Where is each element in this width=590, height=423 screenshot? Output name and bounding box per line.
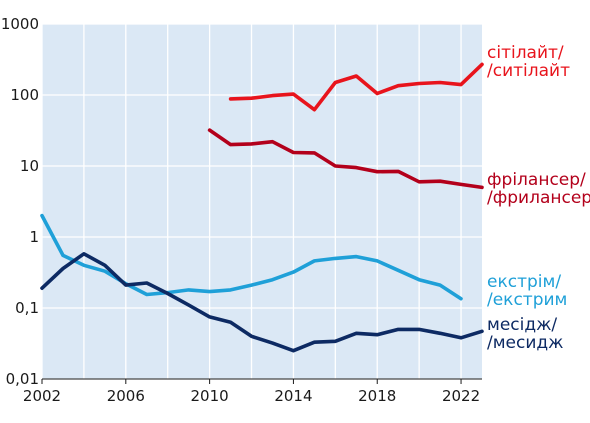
x-tick-label: 2006 bbox=[107, 387, 145, 405]
y-axis: 1000 100 10 1 0,1 0,01 bbox=[1, 15, 39, 388]
legend-label-message: /месидж bbox=[487, 333, 563, 353]
series-line-extreme bbox=[40, 213, 463, 301]
y-tick-label: 1 bbox=[29, 228, 39, 246]
series-line-citylight bbox=[228, 62, 484, 112]
legend-label-message: месідж/ bbox=[487, 315, 557, 335]
x-tick-label: 2002 bbox=[23, 387, 61, 405]
series-lines bbox=[40, 62, 484, 353]
legend: сітілайт//ситілайт фрілансер//фрилансер ек… bbox=[487, 43, 590, 353]
x-axis: 2002 2006 2010 2014 2018 2022 bbox=[23, 378, 482, 405]
legend-label-citylight: /ситілайт bbox=[487, 61, 570, 81]
series-line-message bbox=[40, 252, 484, 353]
x-tick-label: 2018 bbox=[358, 387, 396, 405]
plot-area bbox=[42, 24, 482, 379]
legend-label-extreme: /екстрим bbox=[487, 290, 567, 310]
y-tick-label: 0,1 bbox=[15, 299, 39, 317]
legend-label-freelancer: фрілансер/ bbox=[487, 170, 586, 190]
series-line-freelancer bbox=[207, 128, 484, 190]
legend-label-freelancer: /фрилансер bbox=[487, 188, 590, 208]
x-tick-label: 2010 bbox=[191, 387, 229, 405]
legend-label-extreme: екстрім/ bbox=[487, 272, 561, 292]
x-tick-label: 2014 bbox=[274, 387, 312, 405]
y-tick-label: 100 bbox=[10, 86, 39, 104]
y-tick-label: 1000 bbox=[1, 15, 39, 33]
y-tick-label: 10 bbox=[20, 157, 39, 175]
legend-label-citylight: сітілайт/ bbox=[487, 43, 564, 63]
x-tick-label: 2022 bbox=[442, 387, 480, 405]
y-tick-label: 0,01 bbox=[6, 370, 39, 388]
